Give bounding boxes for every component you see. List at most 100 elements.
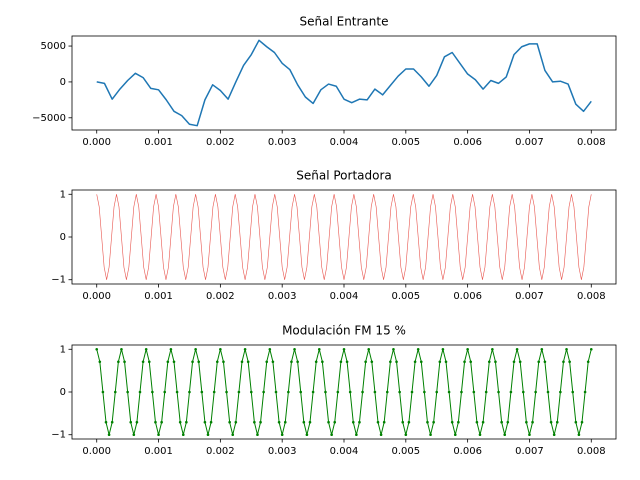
data-point — [160, 420, 163, 424]
x-tick-label: 0.007 — [515, 137, 544, 148]
data-point — [126, 390, 129, 394]
data-line — [96, 193, 592, 281]
data-point — [503, 433, 507, 437]
data-point — [487, 360, 491, 364]
data-point — [447, 390, 451, 394]
data-point — [314, 360, 318, 364]
data-point — [586, 360, 590, 364]
data-point — [559, 390, 562, 394]
y-tick-label: −1 — [51, 430, 66, 441]
x-tick-label: 0.005 — [391, 137, 420, 148]
y-tick-label: −5000 — [32, 113, 66, 124]
data-point — [299, 390, 303, 394]
data-point — [444, 360, 448, 364]
x-tick-label: 0.002 — [206, 291, 235, 302]
data-point — [348, 390, 352, 394]
data-point — [141, 360, 145, 364]
data-point — [219, 347, 222, 351]
data-point — [537, 360, 541, 364]
y-tick-label: 1 — [60, 189, 66, 200]
data-point — [293, 347, 296, 351]
data-point — [256, 433, 259, 437]
data-point — [568, 360, 571, 364]
y-tick-label: 1 — [60, 344, 66, 355]
y-tick-label: 0 — [60, 232, 66, 243]
x-tick-label: 0.004 — [330, 291, 359, 302]
data-point — [157, 433, 160, 437]
x-tick-label: 0.006 — [453, 291, 482, 302]
data-point — [419, 360, 423, 364]
data-point — [188, 390, 191, 394]
data-point — [549, 420, 553, 424]
data-point — [253, 420, 256, 424]
data-point — [534, 390, 537, 394]
data-point — [277, 420, 281, 424]
data-point — [432, 420, 435, 424]
data-point — [262, 390, 265, 394]
x-tick-label: 0.001 — [144, 446, 173, 457]
subplot-title: Modulación FM 15 % — [282, 324, 406, 338]
x-tick-label: 0.003 — [268, 446, 297, 457]
data-point — [265, 360, 269, 364]
data-point — [484, 390, 488, 394]
data-point — [385, 390, 389, 394]
data-point — [117, 360, 120, 364]
data-point — [562, 360, 565, 364]
data-point — [163, 390, 167, 394]
data-point — [574, 420, 578, 424]
x-tick-label: 0.000 — [82, 137, 111, 148]
data-point — [392, 347, 395, 351]
data-point — [543, 360, 547, 364]
data-point — [457, 420, 460, 424]
data-point — [135, 420, 139, 424]
data-point — [283, 420, 287, 424]
data-point — [231, 433, 235, 437]
x-tick-label: 0.008 — [577, 137, 606, 148]
x-tick-label: 0.002 — [206, 446, 235, 457]
x-tick-label: 0.007 — [515, 446, 544, 457]
y-tick-label: 5000 — [41, 41, 66, 52]
data-point — [178, 420, 182, 424]
data-point — [113, 390, 117, 394]
axes-frame — [71, 344, 617, 440]
data-point — [172, 360, 176, 364]
x-tick-label: 0.006 — [453, 137, 482, 148]
data-point — [123, 360, 126, 364]
x-tick-label: 0.001 — [144, 291, 173, 302]
data-point — [540, 347, 544, 351]
data-point — [290, 360, 293, 364]
y-tick-label: −1 — [51, 275, 66, 286]
data-point — [321, 360, 324, 364]
y-tick-label: 0 — [60, 387, 66, 398]
subplot-title: Señal Entrante — [300, 15, 389, 29]
data-point — [491, 347, 494, 351]
data-point — [203, 420, 207, 424]
data-point — [370, 360, 374, 364]
subplot: Señal Entrante 0.000 0.001 0.002 0.003 0.004 0… — [32, 15, 617, 148]
data-point — [589, 347, 593, 351]
data-point — [577, 433, 581, 437]
data-point — [478, 433, 482, 437]
x-tick-label: 0.003 — [268, 137, 297, 148]
data-point — [191, 360, 194, 364]
data-point — [345, 360, 349, 364]
data-point — [410, 390, 414, 394]
data-point — [144, 347, 148, 351]
subplot: Modulación FM 15 % 0.000 0.001 0.002 0.003 0.… — [51, 324, 617, 457]
data-point — [438, 360, 442, 364]
data-point — [509, 390, 513, 394]
data-point — [401, 420, 405, 424]
data-point — [521, 390, 525, 394]
data-point — [565, 347, 568, 351]
data-point — [512, 360, 516, 364]
data-point — [209, 420, 213, 424]
data-point — [571, 390, 575, 394]
data-point — [500, 420, 503, 424]
data-point — [132, 433, 136, 437]
data-point — [552, 433, 556, 437]
data-point — [249, 390, 253, 394]
x-tick-label: 0.004 — [330, 446, 359, 457]
subplot: Señal Portadora 0.000 0.001 0.002 0.003 0.004… — [51, 169, 617, 302]
y-tick-label: 0 — [60, 77, 66, 88]
data-point — [268, 347, 272, 351]
